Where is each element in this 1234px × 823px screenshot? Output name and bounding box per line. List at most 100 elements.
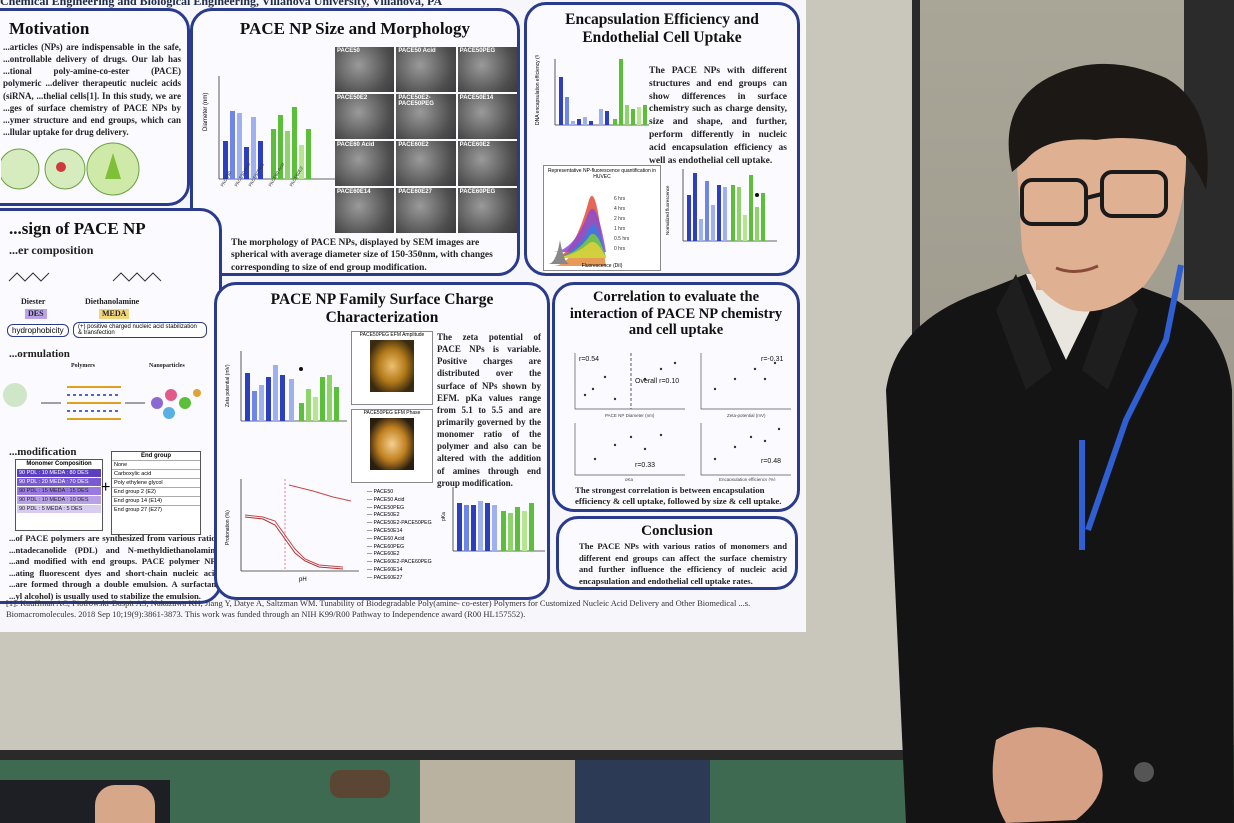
monomer-structures <box>8 272 162 282</box>
watch <box>1134 762 1154 782</box>
correlation-scatter-plots: r=0.54 Overall r=0.10 r=-0.31 r=0.33 r=0… <box>574 353 791 481</box>
size-morphology-title: PACE NP Size and Morphology <box>239 19 471 38</box>
hist-legend-1: 4 hrs <box>614 206 626 212</box>
encapsulation-title: Encapsulation Efficiency and Endothelial… <box>565 11 759 46</box>
surface-charge-text: The zeta potential of PACE NPs is variab… <box>437 332 541 488</box>
hist-legend-4: 0.5 hrs <box>614 236 630 242</box>
hist-legend-3: 1 hrs <box>614 226 626 232</box>
design-title: ...sign of PACE NP <box>9 219 146 238</box>
pka-bar-chart: pKa <box>441 487 545 552</box>
formulation-diagram <box>3 383 201 420</box>
sem-label: PACE50PEG <box>459 48 496 54</box>
end-group-row: Poly ethylene glycol <box>112 478 200 487</box>
size-morphology-caption: The morphology of PACE NPs, displayed by… <box>231 238 493 273</box>
positive-charge-tag: (+) positive charged nucleic acid stabil… <box>73 322 207 338</box>
size-morphology-panel: PACE NP Size and Morphology Diameter (nm… <box>190 8 520 276</box>
research-poster: Chemical Engineering and Biological Engi… <box>0 0 806 632</box>
presenter <box>886 63 1234 823</box>
titration-legend-item: — PACE60PEG <box>367 543 405 550</box>
sem-image: PACE60E14 <box>335 188 395 233</box>
monomer-row: 90 PDL : 15 MEDA : 15 DES <box>17 487 101 495</box>
efm-phase: PACE50PEG EFM Phase <box>351 409 433 483</box>
titration-legend-item: — PACE60E2-PACE60PEG <box>367 559 432 566</box>
histogram-title: Representative NP-fluorescence quantific… <box>547 168 657 180</box>
eyeglasses-icon <box>1020 170 1168 226</box>
titration-legend-item: — PACE50E14 <box>367 527 403 534</box>
design-panel: ...sign of PACE NP ...er composition Die… <box>0 208 222 604</box>
end-group-rows: None Carboxylic acid Poly ethylene glycol E… <box>112 460 200 514</box>
end-group-row: End group 27 (E27) <box>112 505 200 514</box>
hist-legend-2: 2 hrs <box>614 216 626 222</box>
zeta-bars <box>245 365 339 421</box>
hist-legend-0: 6 hrs <box>614 196 626 202</box>
motivation-panel: Motivation ...articles (NPs) are indispe… <box>0 8 190 206</box>
passerby-jeans <box>575 760 710 823</box>
nanoparticles-label: Nanoparticles <box>149 363 185 369</box>
svg-text:Normalized fluorescence: Normalized fluorescence <box>665 185 670 235</box>
sem-label: PACE50 Acid <box>398 48 436 54</box>
conclusion-panel: Conclusion The PACE NPs with various rat… <box>556 516 798 590</box>
svg-text:Zeta potential (mV): Zeta potential (mV) <box>225 364 231 407</box>
sem-image: PACE60E27 <box>396 188 456 233</box>
encapsulation-bar-chart: DNA encapsulation efficiency (%) <box>535 55 649 126</box>
titration-legend-item: — PACE60 Acid <box>367 535 405 542</box>
sem-label: PACE50 <box>337 48 360 54</box>
titration-legend: — PACE50— PACE50 Acid — PACE50PEG — PACE50… <box>367 489 437 583</box>
monomer-table: Monomer Composition 90 PDL : 10 MEDA : 8… <box>15 459 103 531</box>
r-value-0: r=0.54 <box>579 356 599 363</box>
efm-amplitude-image <box>370 340 414 392</box>
correlation-caption: The strongest correlation is between enc… <box>575 485 782 507</box>
polymers-label: Polymers <box>71 363 95 369</box>
r-value-4: r=0.48 <box>761 458 781 465</box>
correlation-title: Correlation to evaluate the interaction … <box>569 289 783 339</box>
hair <box>1008 63 1208 190</box>
diameter-ylabel: Diameter (nm) <box>203 93 209 131</box>
sem-image: PACE50 <box>335 47 395 92</box>
monomer-row: 90 PDL : 10 MEDA : 80 DES <box>17 469 101 477</box>
diameter-bar-chart: Diameter (nm) PACE50 PACE50 Acid <box>203 76 335 188</box>
sem-image: PACE50E2-PACE50PEG <box>396 94 456 139</box>
end-group-row: End group 2 (E2) <box>112 487 200 496</box>
poster-references: [1]. Kauffman AC, Piotrowski-Daspit AS, … <box>6 598 751 620</box>
r-value-3: r=0.33 <box>635 462 655 469</box>
sem-label: PACE50E2 <box>337 95 368 101</box>
corr-xlabel-2: pKa <box>625 477 634 481</box>
scatter-points <box>583 361 781 461</box>
histogram-xlabel: Fluorescence (DiI) <box>581 263 623 269</box>
titration-legend-item: — PACE50E2 <box>367 512 400 519</box>
corr-xlabel-1: Zeta-potential (mV) <box>727 413 766 418</box>
encapsulation-ylabel: DNA encapsulation efficiency (%) <box>535 55 541 125</box>
lanyard <box>1085 264 1184 531</box>
plus-sign: + <box>101 479 111 496</box>
sem-label: PACE60PEG <box>459 189 496 195</box>
end-group-header: End group <box>141 453 171 459</box>
sem-label: PACE60E2 <box>398 142 429 148</box>
surface-charge-title: PACE NP Family Surface Charge Characteri… <box>270 291 494 326</box>
passerby-shoe <box>330 770 390 798</box>
correlation-panel: Correlation to evaluate the interaction … <box>552 282 800 512</box>
motivation-diagram <box>1 142 140 196</box>
sem-image: PACE60 Acid <box>335 141 395 186</box>
design-text: ...of PACE polymers are synthesized from… <box>9 533 219 601</box>
end-group-row: Carboxylic acid <box>112 469 200 478</box>
diester-code: DES <box>25 309 47 320</box>
titration-legend-item: — PACE60E14 <box>367 566 403 573</box>
titration-legend-item: — PACE60E27 <box>367 574 403 581</box>
efm-phase-title: PACE50PEG EFM Phase <box>363 410 421 416</box>
end-group-table: End group None Carboxylic acid Poly ethyle… <box>111 451 201 535</box>
conclusion-text: The PACE NPs with various ratios of mono… <box>579 541 787 586</box>
formulation-label: ...ormulation <box>9 348 70 360</box>
diester-label: Diester <box>21 297 46 306</box>
monomer-row: 90 PDL : 5 MEDA : 5 DES <box>17 505 101 513</box>
motivation-title: Motivation <box>9 19 90 38</box>
encapsulation-panel: Encapsulation Efficiency and Endothelial… <box>524 2 800 276</box>
sem-image: PACE60E2 <box>457 141 517 186</box>
pka-bars <box>457 501 534 551</box>
corr-xlabel-0: PACE NP Diameter (nm) <box>605 413 655 418</box>
efm-amplitude-title: PACE50PEG EFM Amplitude <box>359 332 425 338</box>
efm-amplitude: PACE50PEG EFM Amplitude <box>351 331 433 405</box>
passerby-legs <box>420 760 580 823</box>
r-value-2: r=-0.31 <box>761 356 783 363</box>
monomer-table-header: Monomer Composition <box>26 461 92 467</box>
uptake-bars <box>687 173 765 241</box>
